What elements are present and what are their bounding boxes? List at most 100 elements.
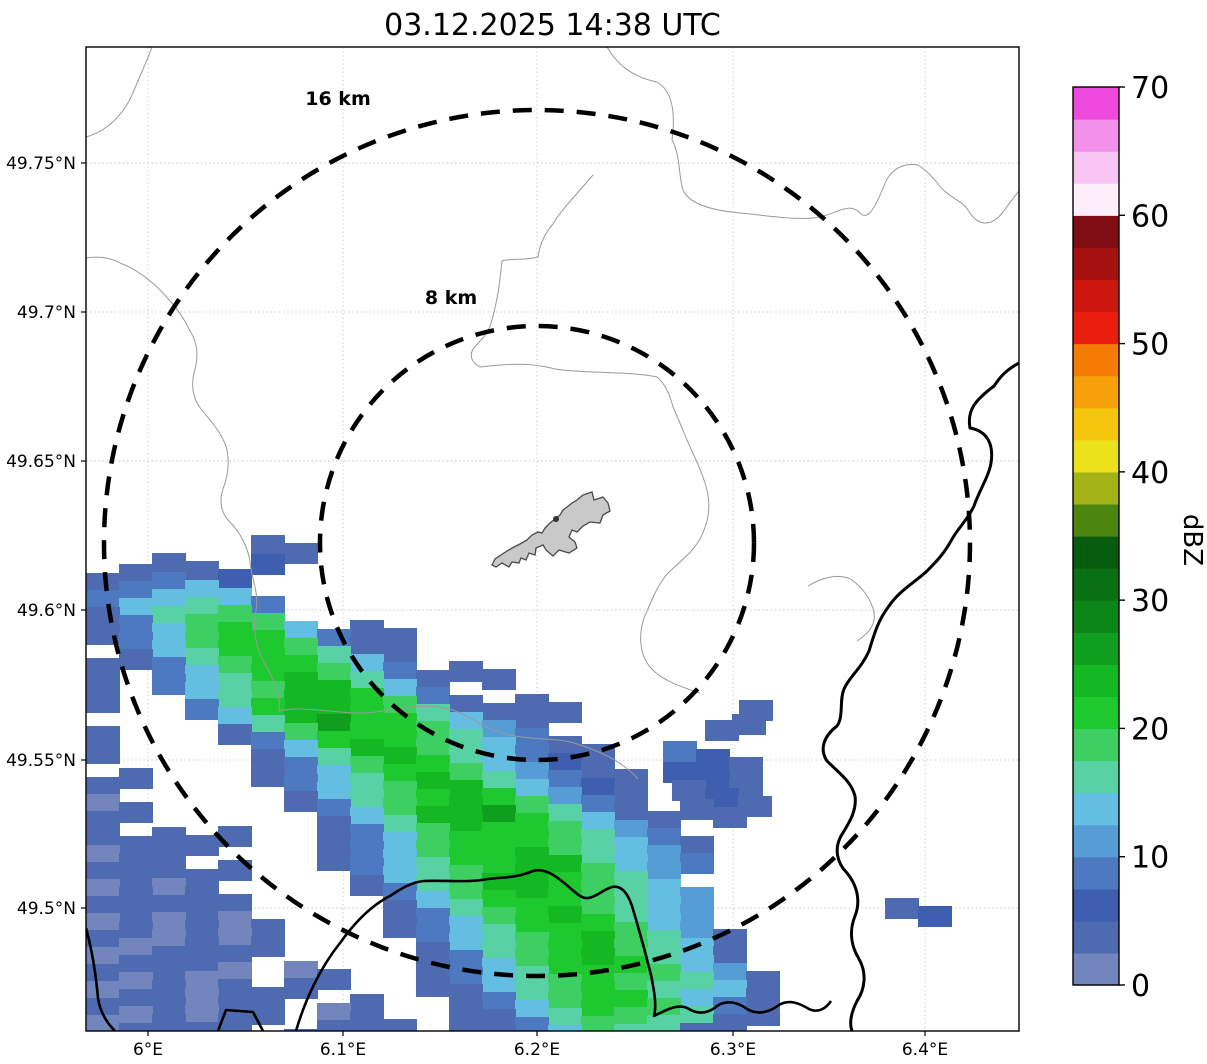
y-tick-label: 49.7°N	[17, 303, 76, 323]
radar-cell	[449, 1018, 483, 1031]
river-line	[470, 174, 710, 694]
radar-cell	[284, 740, 318, 761]
radar-cell	[614, 973, 648, 994]
radar-cell	[548, 906, 582, 927]
radar-cell	[185, 597, 219, 618]
radar-cell	[317, 799, 351, 820]
radar-cell	[86, 794, 120, 815]
radar-cell	[548, 787, 582, 808]
radar-cell	[317, 969, 351, 990]
radar-cell	[218, 588, 252, 609]
radar-cell	[185, 835, 219, 856]
radar-cell	[581, 1016, 615, 1031]
radar-cell	[86, 743, 120, 764]
radar-cell	[86, 845, 120, 866]
radar-cell	[383, 645, 417, 666]
radar-cell	[317, 663, 351, 684]
river-line	[278, 705, 639, 780]
colorbar-band	[1073, 215, 1119, 248]
radar-cell	[614, 905, 648, 926]
radar-cell	[713, 807, 747, 828]
radar-cell	[614, 837, 648, 858]
radar-cell	[152, 980, 186, 1001]
radar-cell	[383, 730, 417, 751]
radar-cell	[449, 746, 483, 767]
colorbar-band	[1073, 952, 1119, 986]
radar-cell	[86, 573, 120, 594]
radar-cell	[614, 854, 648, 875]
radar-cell	[449, 899, 483, 920]
x-tick-label: 6°E	[133, 1040, 163, 1060]
radar-cell	[350, 994, 384, 1015]
radar-cell	[185, 920, 219, 941]
radar-cell	[449, 950, 483, 971]
radar-cell	[317, 680, 351, 701]
radar-cell	[680, 1023, 714, 1031]
radar-cell	[515, 796, 549, 817]
range-ring-16km	[101, 107, 973, 979]
radar-cell	[86, 811, 120, 832]
radar-cell	[515, 983, 549, 1004]
radar-cell	[647, 896, 681, 917]
radar-cell	[647, 1015, 681, 1031]
radar-cell	[482, 669, 516, 690]
colorbar-band	[1073, 119, 1119, 152]
radar-cell	[86, 862, 120, 883]
radar-cell	[383, 798, 417, 819]
colorbar-tick-label: 50	[1131, 328, 1169, 363]
radar-cell	[86, 896, 120, 917]
radar-cell	[317, 816, 351, 837]
country-border-line	[294, 868, 833, 1031]
radar-cell	[548, 1025, 582, 1031]
radar-cell	[918, 906, 952, 927]
radar-cell	[86, 590, 120, 611]
radar-cell	[152, 623, 186, 644]
colorbar-band	[1073, 151, 1119, 184]
city-footprint	[491, 491, 611, 568]
radar-cell	[416, 755, 450, 776]
radar-cell	[548, 702, 582, 723]
radar-echo-layer	[86, 535, 952, 1064]
radar-cell	[218, 1030, 252, 1031]
colorbar-band	[1073, 311, 1119, 345]
radar-cell	[185, 614, 219, 635]
radar-cell	[647, 1032, 681, 1053]
radar-cell	[680, 989, 714, 1010]
radar-cell	[705, 720, 739, 741]
colorbar-band	[1073, 664, 1119, 697]
radar-cell	[449, 848, 483, 869]
radar-cell	[185, 1039, 219, 1060]
radar-cell	[713, 980, 747, 1001]
radar-cell	[680, 955, 714, 976]
x-tick-label: 6.2°E	[514, 1040, 560, 1060]
radar-cell	[119, 887, 153, 908]
plot-frame	[85, 46, 1020, 1032]
radar-cell	[86, 879, 120, 900]
colorbar-band	[1073, 407, 1119, 441]
radar-cell	[416, 806, 450, 827]
colorbar-band	[1073, 856, 1119, 890]
range-ring-label: 8 km	[425, 287, 477, 309]
radar-cell	[317, 850, 351, 871]
radar-cell	[680, 938, 714, 959]
colorbar-band	[1073, 568, 1119, 601]
radar-cell	[416, 1044, 450, 1064]
radar-cell	[218, 860, 252, 881]
radar-cell	[284, 689, 318, 710]
radar-cell	[581, 1033, 615, 1054]
radar-cell	[548, 736, 582, 757]
radar-cell	[218, 569, 252, 590]
radar-cell	[185, 665, 219, 686]
radar-cell	[185, 682, 219, 703]
radar-cell	[119, 1006, 153, 1027]
radar-cell	[449, 814, 483, 835]
radar-cell	[515, 847, 549, 868]
radar-cell	[680, 836, 714, 857]
radar-cell	[383, 628, 417, 649]
radar-cell	[185, 886, 219, 907]
radar-cell	[515, 694, 549, 715]
radar-cell	[647, 913, 681, 934]
radar-cell	[680, 921, 714, 942]
radar-cell	[548, 804, 582, 825]
radar-cell	[218, 894, 252, 915]
